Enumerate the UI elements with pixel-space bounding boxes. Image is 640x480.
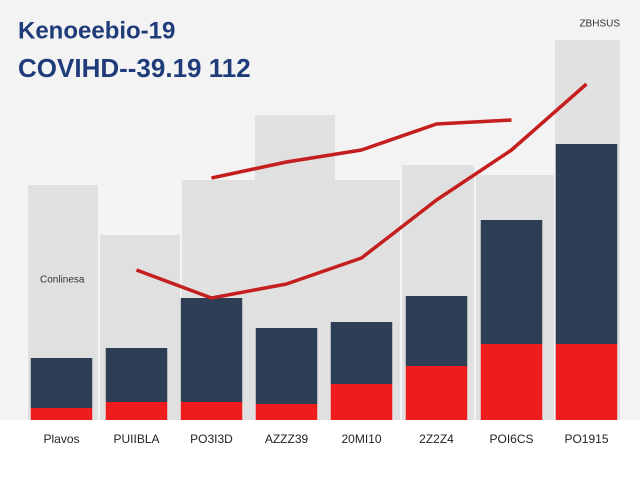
bar-segment <box>105 348 168 402</box>
bar-segment <box>480 220 543 344</box>
x-tick-label: Plavos <box>43 432 79 446</box>
x-tick-label: POI6CS <box>489 432 533 446</box>
bar-segment <box>405 296 468 366</box>
bar-segment <box>180 402 243 420</box>
chart-subtitle: COVIHD--39.19 112 <box>18 53 251 83</box>
x-tick-label: AZZZ39 <box>265 432 309 446</box>
annotation: Conlinesa <box>40 275 85 286</box>
line <box>135 82 588 300</box>
corner-label: ZBHSUS <box>579 19 620 30</box>
label-band <box>0 420 640 480</box>
bar-segment <box>255 328 318 404</box>
bar-segment <box>330 322 393 384</box>
x-tick-label: 20MI10 <box>341 432 381 446</box>
bar-segment <box>330 384 393 420</box>
bar-segment <box>30 408 93 420</box>
chart-title: Kenoeebio-19 <box>18 17 175 44</box>
line <box>211 118 512 180</box>
bar-segment <box>180 298 243 402</box>
bar-segment <box>405 366 468 420</box>
bar-segment <box>480 344 543 420</box>
bar-segment <box>555 144 618 344</box>
bar-segment <box>30 358 93 408</box>
x-tick-label: PUIIBLA <box>113 432 159 446</box>
bar-segment <box>555 344 618 420</box>
x-tick-label: PO1915 <box>564 432 608 446</box>
bar-segment <box>105 402 168 420</box>
bar-segment <box>255 404 318 420</box>
x-tick-label: 2Z2Z4 <box>419 432 454 446</box>
x-tick-label: PO3I3D <box>190 432 233 446</box>
